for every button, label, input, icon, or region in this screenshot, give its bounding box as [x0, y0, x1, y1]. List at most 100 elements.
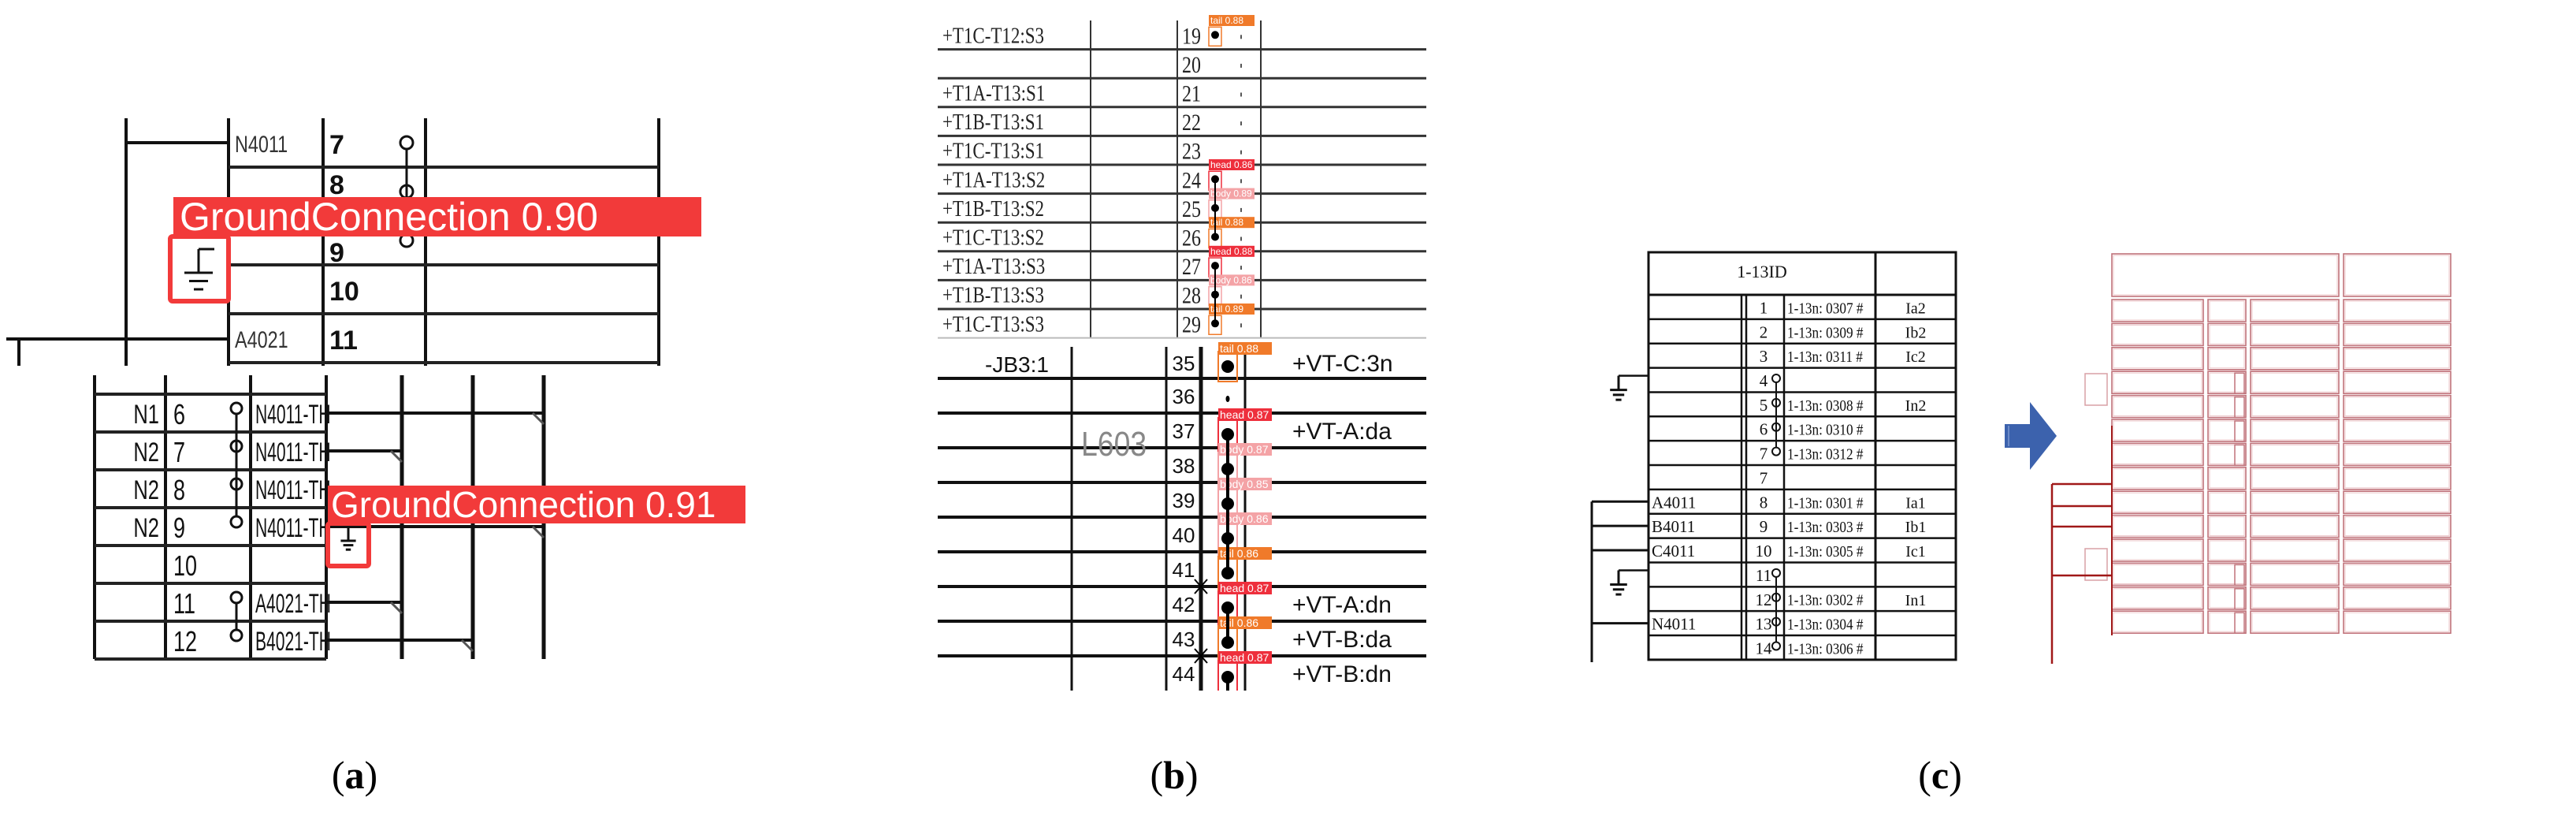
terminal-label: +T1B-T13:S2 [942, 196, 1044, 222]
wire-end-tick [389, 449, 403, 464]
wireframe-cell [2250, 514, 2340, 538]
wireframe-cell [2207, 514, 2247, 538]
wireframe-cell-inner [2344, 255, 2450, 296]
wireframe-cell-inner [2209, 372, 2245, 393]
wireframe-cell [2111, 610, 2204, 635]
terminal-left-label: B4011 [1652, 517, 1695, 536]
wireframe-cell-inner [2344, 516, 2450, 537]
terminal-number: 35 [1173, 352, 1195, 375]
wireframe-cell-inner [2209, 324, 2245, 344]
detection-label: head 0.86 [1210, 159, 1253, 170]
detection-label: tail 0.86 [1220, 547, 1258, 560]
wireframe-cell [2111, 371, 2204, 395]
wireframe-cell [2343, 253, 2451, 297]
wireframe-cell [2343, 419, 2451, 442]
svg-text:(a): (a) [332, 753, 377, 797]
terminal-number: 8 [1760, 493, 1768, 512]
wireframe-cell-inner [2344, 348, 2450, 369]
wireframe-cell [2207, 346, 2247, 371]
detection-label: GroundConnection 0.90 [180, 195, 598, 239]
terminal-number: 25 [1182, 196, 1201, 222]
wireframe-cell [2343, 586, 2451, 610]
terminal-number: 9 [329, 238, 344, 268]
detection-label-bg [1209, 274, 1255, 286]
wireframe-link [2234, 612, 2245, 634]
terminal-label: +T1C-T13:S2 [942, 225, 1044, 250]
signal-label: Ic1 [1905, 543, 1926, 560]
terminal-code: 1-13n: 0302 # [1787, 592, 1863, 610]
wireframe-cell-inner [2344, 612, 2450, 632]
wireframe-cell [2207, 394, 2247, 419]
terminal-dot [1221, 360, 1234, 373]
wireframe-cell [2343, 371, 2451, 395]
terminal-link-circle [1771, 641, 1781, 651]
detection-label-bg [328, 486, 745, 523]
terminal-number: 6 [1760, 420, 1768, 439]
terminal-number: 43 [1173, 627, 1195, 651]
wireframe-cell-inner [2113, 492, 2202, 512]
wireframe-cell [2343, 299, 2451, 322]
wireframe-link [2234, 420, 2245, 442]
svg-text:(c): (c) [1918, 753, 1962, 797]
wireframe-cell-inner [2251, 468, 2338, 489]
wireframe-cell-inner [2251, 492, 2338, 512]
detection-label-bg [1218, 408, 1272, 421]
detection-label: head 0.87 [1220, 582, 1269, 594]
wireframe-cell-inner [2344, 588, 2450, 609]
wireframe-cell-inner [2113, 612, 2202, 632]
terminal-number: 36 [1173, 385, 1195, 408]
terminal-destination: +VT-B:dn [1292, 661, 1392, 687]
terminal-code: 1-13n: 0307 # [1787, 300, 1863, 318]
wireframe-cell-inner [2344, 492, 2450, 512]
signal-label: In2 [1905, 397, 1927, 415]
terminal-number: 3 [1760, 347, 1768, 366]
terminal-number: 28 [1182, 282, 1201, 308]
wireframe-cell [2207, 299, 2247, 322]
wireframe-ground [2084, 373, 2108, 406]
terminal-code: 1-13n: 0304 # [1787, 616, 1863, 634]
wireframe-cell-inner [2113, 540, 2202, 560]
wireframe-cell [2250, 538, 2340, 562]
detection-label-bg [1209, 304, 1255, 315]
wireframe-cell-inner [2251, 372, 2338, 393]
wireframe-cell [2111, 586, 2204, 610]
wireframe-cell-inner [2113, 444, 2202, 464]
terminal-number: 26 [1182, 225, 1201, 251]
detection-box [1208, 26, 1222, 47]
detection-label-bg [1209, 159, 1255, 170]
wireframe-cell [2343, 562, 2451, 587]
detection-label: tail 0.88 [1210, 217, 1243, 228]
wireframe-cell [2207, 442, 2247, 467]
terminal-number: 11 [1756, 566, 1771, 585]
terminal-left-label: C4011 [1652, 542, 1695, 560]
signal-label: Ia1 [1905, 494, 1926, 512]
terminal-number: 1 [1760, 298, 1768, 317]
detection-label-bg [1218, 616, 1272, 629]
wireframe-cell-inner [2113, 468, 2202, 489]
terminal-label: +T1B-T13:S1 [942, 110, 1044, 135]
panel-b: +T1C-T12:S3 19 tail 0.88 20 +T1A-T13:S1 21 +T1… [914, 15, 1466, 738]
detection-label: GroundConnection 0.91 [331, 484, 716, 525]
terminal-left-label: N2 [133, 514, 159, 543]
wireframe-cell [2250, 419, 2340, 442]
wireframe-cell [2207, 466, 2247, 490]
caption-c: (c) [1918, 753, 1962, 797]
wireframe-cell-inner [2209, 492, 2245, 512]
terminal-number: 20 [1182, 51, 1201, 77]
wireframe-cell-inner [2344, 540, 2450, 560]
ground-icon [1610, 570, 1627, 596]
terminal-block-frame [1647, 251, 1957, 661]
terminal-link-circle [229, 590, 243, 605]
wireframe-cell [2207, 562, 2247, 587]
wireframe-cell [2207, 610, 2247, 635]
wireframe-cell [2207, 490, 2247, 515]
wireframe-cell-inner [2251, 300, 2338, 321]
terminal-label: +T1C-T13:S1 [942, 139, 1044, 164]
wireframe-cell [2207, 538, 2247, 562]
signal-label: Ib1 [1905, 519, 1927, 536]
wireframe-cell-inner [2209, 444, 2245, 464]
terminal-number: 21 [1182, 80, 1201, 106]
clip-mask [914, 691, 1466, 738]
detection-score: 0.90 [522, 195, 598, 239]
terminal-destination: +VT-C:3n [1292, 351, 1393, 377]
